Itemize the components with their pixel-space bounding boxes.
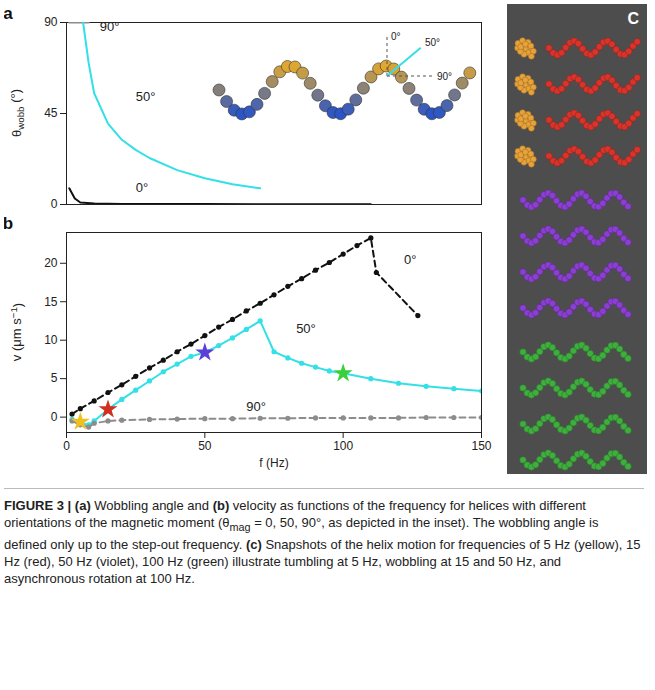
svg-text:50°: 50°: [136, 89, 156, 104]
svg-text:0: 0: [63, 439, 70, 453]
svg-text:0°: 0°: [404, 252, 416, 267]
html-text:FIGURE 3 | (a) Wobbling angle: FIGURE 3 | (a) Wobbling angle and (b) ve…: [4, 498, 641, 586]
svg-text:0°: 0°: [136, 180, 148, 195]
svg-text:45: 45: [44, 106, 58, 120]
svg-text:100: 100: [333, 439, 353, 453]
svg-text:a: a: [4, 4, 13, 23]
svg-text:50: 50: [198, 439, 212, 453]
svg-text:0°: 0°: [391, 31, 401, 42]
svg-text:0: 0: [51, 197, 58, 211]
svg-text:f (Hz): f (Hz): [259, 456, 288, 470]
svg-text:θwobb (°): θwobb (°): [8, 89, 27, 137]
svg-text:10: 10: [44, 333, 58, 347]
svg-text:5: 5: [51, 371, 58, 385]
svg-text:50°: 50°: [425, 37, 440, 48]
svg-text:90°: 90°: [437, 71, 452, 82]
svg-text:0: 0: [51, 410, 58, 424]
svg-text:90°: 90°: [246, 399, 266, 414]
svg-text:90°: 90°: [100, 19, 120, 34]
svg-text:20: 20: [44, 256, 58, 270]
svg-text:v (μm s−1): v (μm s−1): [8, 303, 26, 361]
svg-text:b: b: [4, 214, 13, 233]
svg-text:C: C: [627, 10, 639, 27]
svg-text:90: 90: [44, 15, 58, 29]
svg-text:15: 15: [44, 295, 58, 309]
svg-text:150: 150: [471, 439, 491, 453]
svg-text:50°: 50°: [296, 321, 316, 336]
